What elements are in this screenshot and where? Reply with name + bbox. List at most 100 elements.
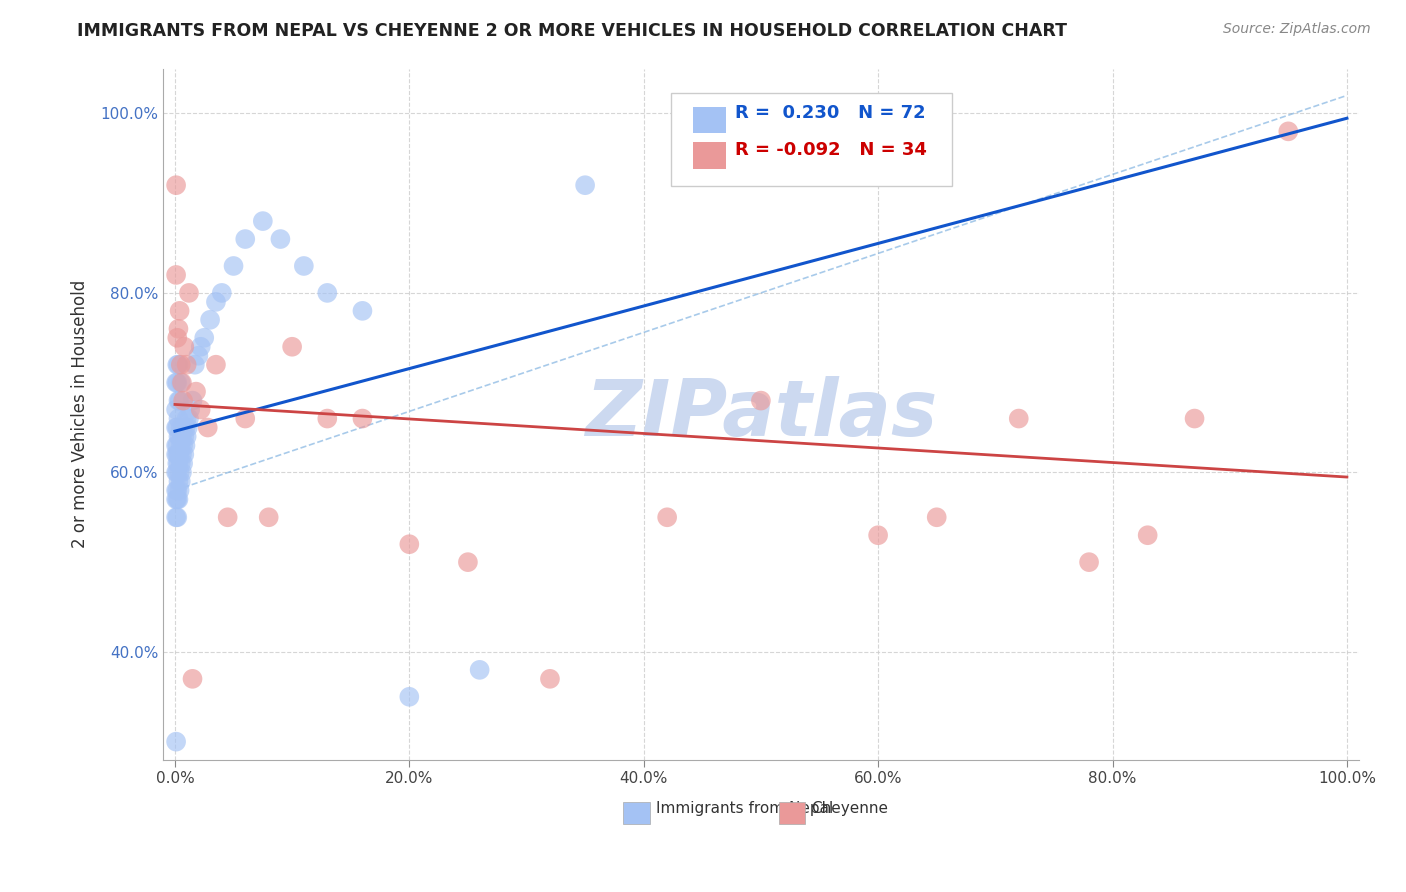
Bar [693,143,727,169]
Point [205,294,228,309]
Point [173,447,195,461]
Point [170,447,193,461]
Point [190,340,212,354]
Point [211,285,233,300]
Point [205,358,228,372]
Point [170,376,193,390]
Point [167,322,190,336]
Point [169,393,191,408]
Point [316,285,339,300]
Text: R =  0.230   N = 72: R = 0.230 N = 72 [734,104,925,122]
Point [352,303,374,318]
Text: IMMIGRANTS FROM NEPAL VS CHEYENNE 2 OR MORE VEHICLES IN HOUSEHOLD CORRELATION CH: IMMIGRANTS FROM NEPAL VS CHEYENNE 2 OR M… [77,22,1067,40]
Point [352,411,374,425]
Point [170,438,193,452]
Point [167,429,190,443]
Point [165,734,187,748]
Y-axis label: 2 or more Vehicles in Household: 2 or more Vehicles in Household [72,280,89,549]
Point [170,429,193,443]
Point [167,475,190,489]
Point [170,457,193,471]
Bar [623,802,650,824]
Point [170,466,193,480]
Point [165,376,187,390]
Point [233,232,256,246]
Point [269,232,291,246]
Point [169,447,191,461]
Point [167,492,190,507]
Point [181,393,204,408]
Point [174,438,197,452]
Bar [779,802,806,824]
Point [165,466,187,480]
Point [172,420,194,434]
Text: ZIPatlas: ZIPatlas [585,376,936,452]
Point [170,376,193,390]
Point [1184,411,1206,425]
Point [177,285,200,300]
Point [468,663,491,677]
Point [167,411,190,425]
Point [165,268,187,282]
Point [925,510,948,524]
Point [172,438,194,452]
Point [172,393,194,408]
Text: Cheyenne: Cheyenne [811,801,889,816]
Point [1078,555,1101,569]
Point [169,466,191,480]
Point [174,420,197,434]
Point [574,178,596,193]
Point [252,214,274,228]
Point [176,429,198,443]
Point [176,358,198,372]
Point [217,510,239,524]
Point [166,483,188,498]
Bar [693,106,727,133]
Point [167,358,190,372]
Point [165,420,187,434]
Point [193,331,215,345]
Point [1277,124,1299,138]
Point [166,438,188,452]
Point [1136,528,1159,542]
Point [173,340,195,354]
Point [197,420,219,434]
Text: Source: ZipAtlas.com: Source: ZipAtlas.com [1223,22,1371,37]
Point [179,402,201,417]
Point [165,178,187,193]
Point [165,492,187,507]
Text: R = -0.092   N = 34: R = -0.092 N = 34 [734,141,927,159]
Point [165,483,187,498]
Point [190,402,212,417]
Point [184,358,207,372]
Point [165,447,187,461]
Text: Immigrants from Nepal: Immigrants from Nepal [655,801,832,816]
Point [166,376,188,390]
Point [868,528,890,542]
Point [187,349,209,363]
Point [1008,411,1031,425]
Point [166,358,188,372]
Point [167,447,190,461]
Point [257,510,280,524]
Point [173,429,195,443]
Point [166,447,188,461]
Point [165,402,187,417]
Point [170,475,193,489]
Point [233,411,256,425]
Point [398,537,420,551]
Point [166,457,188,471]
Point [170,420,193,434]
Point [222,259,245,273]
Point [165,510,187,524]
Point [166,492,188,507]
Point [169,303,191,318]
Point [281,340,304,354]
Point [184,384,207,399]
Point [316,411,339,425]
Point [657,510,679,524]
Point [169,483,191,498]
Point [172,457,194,471]
Point [292,259,315,273]
Point [167,393,190,408]
